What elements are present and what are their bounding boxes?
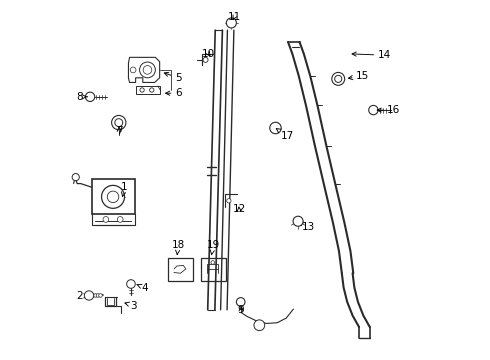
Text: 15: 15 (348, 71, 369, 81)
Text: 9: 9 (238, 305, 245, 315)
Circle shape (117, 217, 123, 222)
Text: 11: 11 (228, 12, 241, 22)
Circle shape (226, 18, 236, 28)
Circle shape (140, 88, 144, 92)
Text: 2: 2 (76, 291, 88, 301)
Circle shape (149, 88, 154, 92)
Circle shape (84, 291, 94, 300)
Circle shape (368, 105, 378, 115)
Circle shape (112, 116, 126, 130)
Circle shape (115, 119, 122, 127)
Circle shape (72, 174, 79, 181)
Bar (201, 258, 226, 282)
Text: 4: 4 (137, 283, 147, 293)
Text: 14: 14 (352, 50, 391, 60)
Text: 19: 19 (207, 240, 220, 255)
Circle shape (98, 294, 102, 297)
Circle shape (293, 216, 303, 226)
Text: 13: 13 (299, 222, 315, 232)
Bar (92, 179, 135, 215)
Circle shape (94, 294, 97, 297)
Text: 17: 17 (276, 129, 294, 141)
Bar (136, 86, 160, 94)
Circle shape (140, 62, 155, 78)
Circle shape (107, 191, 119, 203)
Circle shape (335, 75, 342, 82)
Circle shape (332, 72, 344, 85)
Circle shape (126, 280, 135, 288)
Text: 3: 3 (125, 301, 137, 311)
Text: 6: 6 (166, 88, 182, 98)
Text: 7: 7 (116, 126, 122, 135)
Text: 18: 18 (172, 240, 185, 255)
Text: 12: 12 (232, 204, 245, 215)
Polygon shape (128, 57, 160, 82)
Circle shape (227, 199, 231, 203)
Circle shape (211, 261, 215, 264)
Circle shape (96, 294, 100, 297)
Circle shape (254, 320, 265, 330)
Circle shape (101, 185, 124, 208)
Circle shape (91, 294, 95, 297)
Circle shape (89, 294, 92, 297)
Circle shape (236, 298, 245, 306)
Text: 1: 1 (122, 182, 128, 197)
Circle shape (103, 217, 109, 222)
Text: 16: 16 (377, 105, 400, 115)
Circle shape (130, 67, 136, 73)
Circle shape (85, 92, 95, 102)
Text: 8: 8 (76, 92, 87, 102)
Bar (168, 258, 193, 282)
Circle shape (270, 122, 281, 134)
Circle shape (203, 57, 208, 62)
Text: 5: 5 (164, 72, 182, 83)
Text: 10: 10 (202, 49, 215, 59)
